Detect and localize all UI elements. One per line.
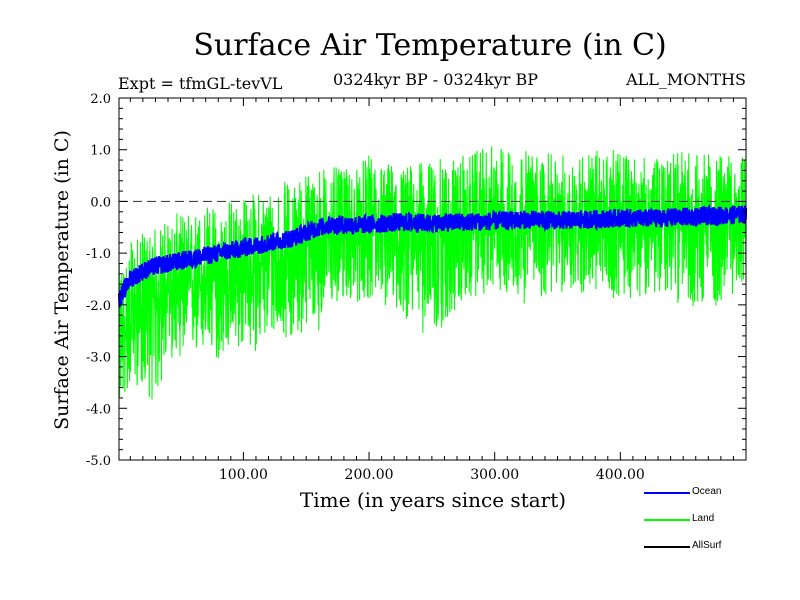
plot-frame (118, 97, 747, 461)
x-tick-label: 100.00 (219, 467, 268, 483)
x-tick-label: 300.00 (470, 467, 519, 483)
land-series-group (118, 146, 747, 400)
experiment-label: Expt = tfmGL-tevVL (118, 74, 283, 93)
months-label: ALL_MONTHS (626, 70, 746, 89)
y-tick-label: -2.0 (86, 299, 111, 314)
y-tick-label: -5.0 (86, 454, 111, 469)
y-tick-label: 0.0 (90, 195, 111, 210)
legend-swatch-ocean (644, 492, 690, 494)
y-tick-label: -1.0 (86, 247, 111, 262)
ocean-series-group (117, 203, 748, 308)
chart-title: Surface Air Temperature (in C) (193, 28, 667, 63)
y-tick-label: -4.0 (86, 402, 111, 417)
legend-label-ocean: Ocean (692, 486, 722, 497)
x-axis-label: Time (in years since start) (299, 488, 567, 512)
legend-label-allsurf: AllSurf (692, 540, 722, 551)
legend-item-allsurf: AllSurf (644, 540, 754, 554)
period-label: 0324kyr BP - 0324kyr BP (333, 70, 538, 89)
axis-ticks-group: -5.0 -4.0 -3.0 -2.0 -1.0 0.0 1.0 2.0 100.00 200.0… (86, 92, 746, 483)
y-tick-label: 1.0 (90, 144, 111, 159)
legend-item-ocean: Ocean (644, 486, 754, 500)
x-tick-label: 200.00 (345, 467, 394, 483)
land-series-line (118, 146, 747, 400)
x-tick-label: 400.00 (596, 467, 645, 483)
ocean-series-line (117, 203, 748, 308)
y-tick-label: 2.0 (90, 92, 111, 107)
legend-label-land: Land (692, 513, 715, 524)
y-tick-label: -3.0 (86, 351, 111, 366)
legend-item-land: Land (644, 513, 754, 527)
legend-swatch-allsurf (644, 546, 690, 548)
legend-swatch-land (644, 519, 690, 521)
